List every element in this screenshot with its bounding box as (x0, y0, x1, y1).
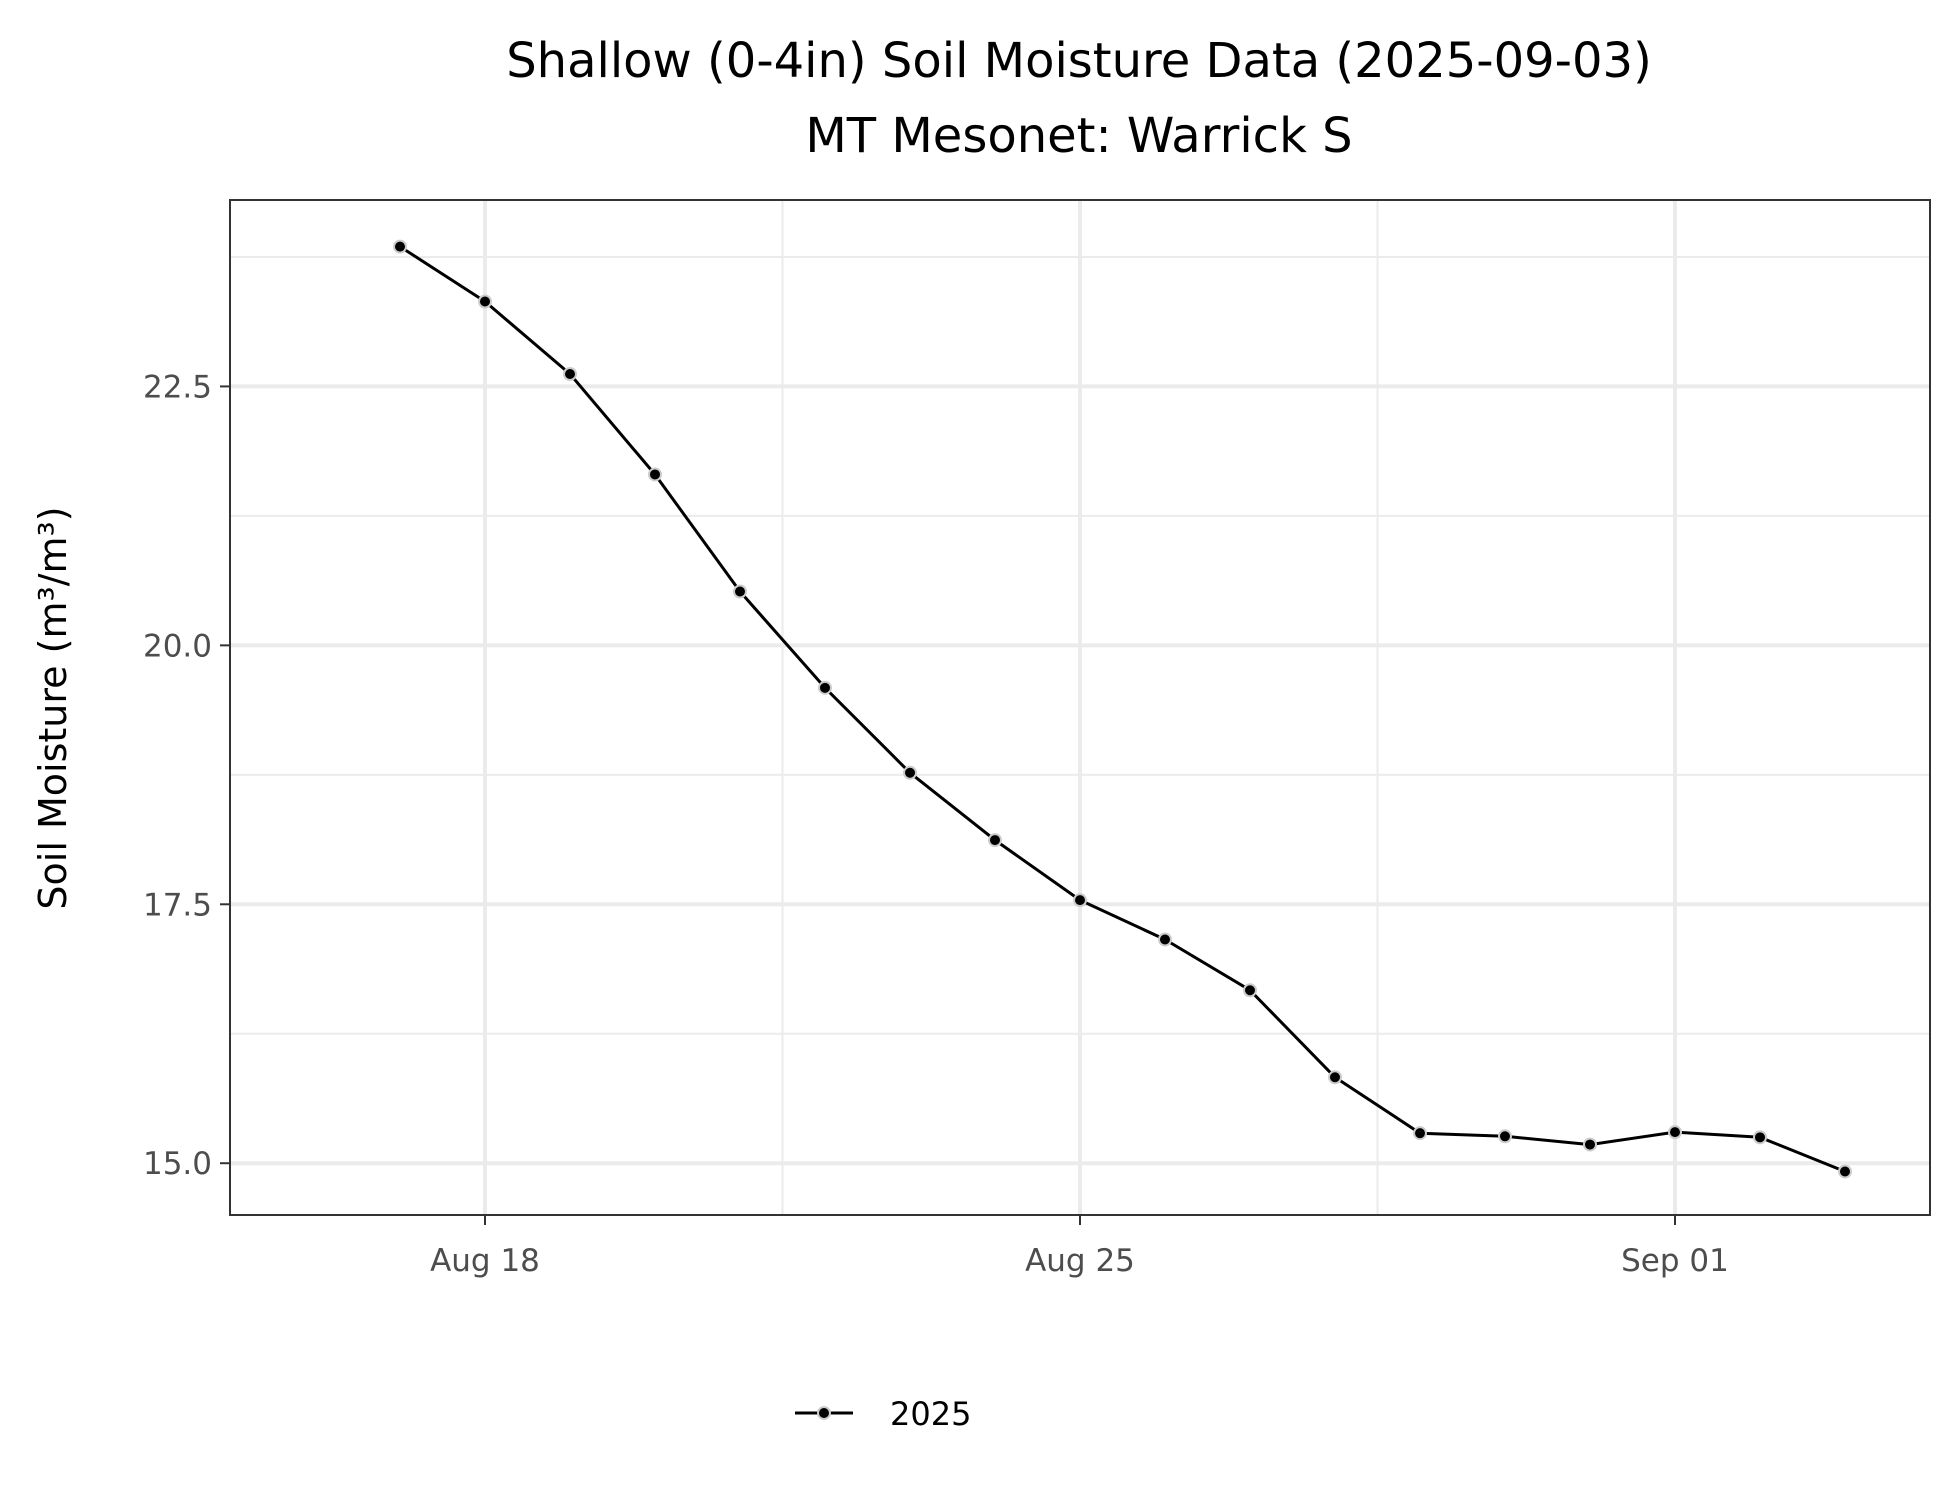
data-point (1583, 1137, 1597, 1152)
x-tick-label: Aug 25 (1025, 1243, 1135, 1279)
grid-lines (230, 200, 1930, 1215)
chart-title: Shallow (0-4in) Soil Moisture Data (2025… (506, 33, 1652, 89)
data-series (393, 239, 1852, 1179)
data-point (1668, 1125, 1682, 1140)
y-tick-label: 22.5 (143, 369, 212, 405)
data-point (393, 239, 407, 254)
y-tick-label: 15.0 (143, 1146, 212, 1182)
data-point (1753, 1130, 1767, 1145)
data-point (1158, 932, 1172, 947)
y-axis-label: Soil Moisture (m³/m³) (31, 506, 75, 909)
x-tick-label: Sep 01 (1621, 1243, 1729, 1279)
series-line-2025 (399, 245, 1846, 1173)
data-point (478, 294, 492, 309)
data-point (818, 680, 832, 695)
legend: 2025 (795, 1395, 971, 1433)
x-tick-label: Aug 18 (430, 1243, 540, 1279)
data-point (1413, 1126, 1427, 1141)
data-point (1498, 1129, 1512, 1144)
data-point (1243, 983, 1257, 998)
legend-label-2025: 2025 (890, 1395, 971, 1433)
data-point (1073, 893, 1087, 908)
chart-subtitle: MT Mesonet: Warrick S (805, 108, 1352, 164)
axes: Aug 18 Aug 25 Sep 01 15.0 17.5 20.0 22.5 (143, 369, 1729, 1279)
data-point (903, 765, 917, 780)
y-tick-label: 17.5 (143, 887, 212, 923)
data-point (733, 584, 747, 599)
data-point (988, 833, 1002, 848)
data-point (1838, 1164, 1852, 1179)
data-point (563, 367, 577, 381)
data-point (648, 467, 662, 482)
data-point (1328, 1070, 1342, 1085)
legend-point-swatch (817, 1406, 831, 1420)
y-tick-label: 20.0 (143, 628, 212, 664)
